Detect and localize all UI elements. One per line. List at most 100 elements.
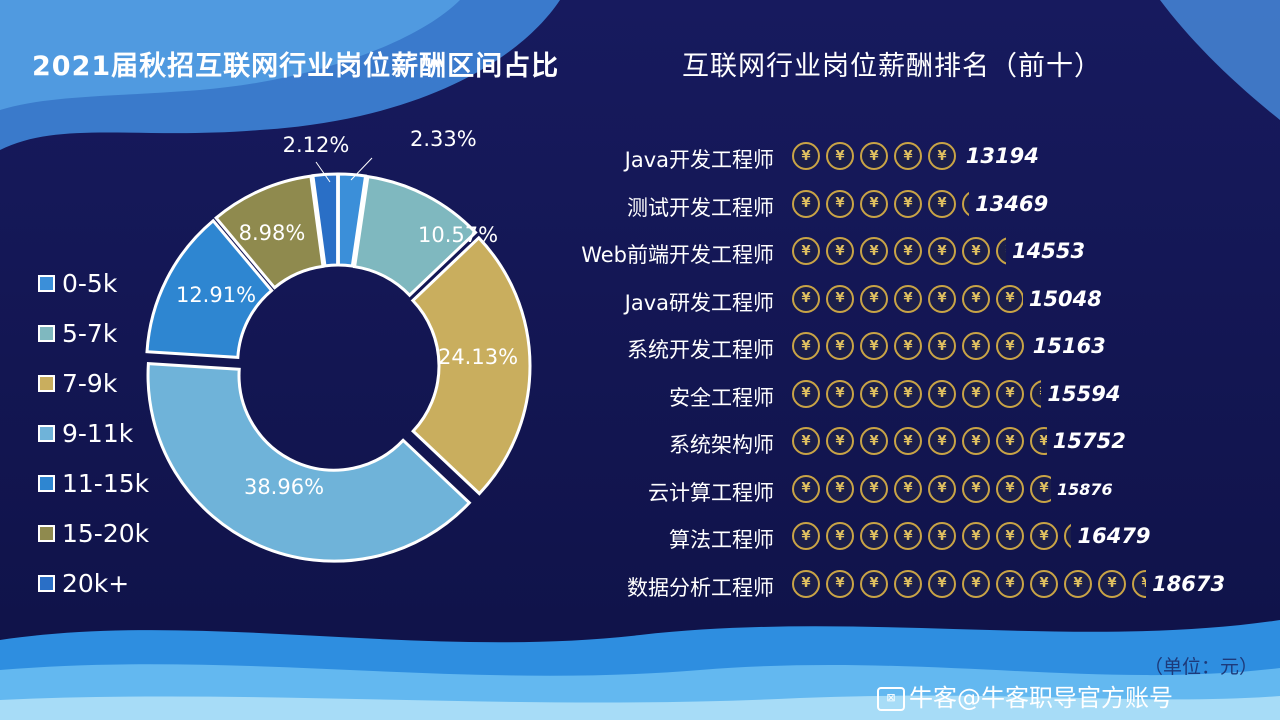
yuan-coin-icon: ¥ [962,189,970,218]
legend-item-15-20k: 15-20k [38,508,149,558]
legend-swatch [38,474,55,492]
yuan-coin-icon: ¥ [1030,569,1058,598]
yuan-coin-icon: ¥ [826,237,854,265]
yuan-coin-icon: ¥ [1098,569,1126,598]
legend-label: 5-7k [62,318,118,348]
yuan-coin-icon: ¥ [928,379,956,408]
job-title-label: 云计算工程师 [648,480,774,505]
donut-slice-11-15k [145,218,274,359]
yuan-coin-icon: ¥ [962,332,990,360]
yuan-coin-icon: ¥ [996,569,1024,598]
yuan-coin-icon: ¥ [928,332,956,360]
job-title-label: Web前端开发工程师 [581,243,774,267]
slice-label-11-15k: 12.91% [176,283,256,307]
legend-swatch [38,574,55,592]
legend-swatch [38,424,55,442]
coin-bar: ¥¥¥¥¥¥¥ [790,282,1023,316]
yuan-coin-icon: ¥ [996,474,1024,503]
yuan-coin-icon: ¥ [860,474,888,503]
job-title-label: 安全工程师 [669,385,774,410]
slice-label-5-7k: 10.57% [418,223,498,247]
donut-slice-20k+ [311,172,340,268]
coin-bar: ¥¥¥¥¥¥¥¥ [790,424,1047,458]
yuan-coin-icon: ¥ [792,284,820,313]
yuan-coin-icon: ¥ [826,522,854,550]
slice-label-7-9k: 24.13% [438,345,518,369]
yuan-coin-icon: ¥ [826,142,854,170]
legend-swatch [38,374,55,392]
leader-line [350,157,373,181]
slice-label-20k+: 2.12% [283,133,350,157]
watermark: ⊠ 牛客@牛客职导官方账号 [877,678,1173,713]
yuan-coin-icon: ¥ [826,427,854,455]
yuan-coin-icon: ¥ [928,427,956,455]
ranking-row: 云计算工程师 ¥ ¥ ¥ ¥ ¥ ¥ ¥ ¥15876 [0,469,1280,509]
legend-swatch [38,324,55,342]
yuan-coin-icon: ¥ [894,474,922,503]
yuan-coin-icon: ¥ [928,189,956,218]
yuan-coin-icon: ¥ [894,284,922,313]
slice-label-0-5k: 2.33% [410,127,477,151]
yuan-coin-icon: ¥ [826,379,854,408]
donut-slice-5-7k [352,174,478,298]
ranking-row: 数据分析工程师 ¥ ¥ ¥ ¥ ¥ ¥ ¥ ¥ ¥ ¥ ¥18673 [0,564,1280,604]
nowcoder-logo-icon: ⊠ [877,687,905,711]
yuan-coin-icon: ¥ [860,142,888,170]
watermark-text: 牛客@牛客职导官方账号 [909,684,1173,712]
yuan-coin-icon: ¥ [928,569,956,598]
yuan-coin-icon: ¥ [962,427,990,455]
ranking-row: 测试开发工程师¥¥¥¥¥¥13469 [0,184,1280,224]
yuan-coin-icon: ¥ [826,474,854,503]
job-title-label: Java研发工程师 [624,290,774,315]
yuan-coin-icon: ¥ [894,379,922,408]
coin-bar: ¥¥¥¥¥¥¥¥¥ [790,519,1072,553]
unit-note: （单位：元） [1144,656,1259,678]
yuan-coin-icon: ¥ [826,284,854,313]
yuan-coin-icon: ¥ [792,237,820,265]
job-title-label: 数据分析工程师 [627,575,774,600]
yuan-coin-icon: ¥ [928,474,956,503]
yuan-coin-icon: ¥ [860,569,888,598]
salary-value-label: 15163 [1032,334,1106,358]
yuan-coin-icon: ¥ [894,569,922,598]
yuan-coin-icon: ¥ [860,284,888,313]
donut-slice-0-5k [336,172,368,268]
legend-label: 0-5k [62,268,118,298]
yuan-coin-icon: ¥ [996,332,1024,360]
coin-bar: ¥¥¥¥¥¥ [790,187,970,221]
left-chart-title: 2021届秋招互联网行业岗位薪酬区间占比 [32,51,560,82]
legend-label: 11-15k [62,468,150,498]
coin-bar: ¥¥¥¥¥¥¥¥ [790,472,1051,506]
yuan-coin-icon: ¥ [894,142,922,170]
yuan-coin-icon: ¥ [792,189,820,218]
yuan-coin-icon: ¥ [894,237,922,265]
yuan-coin-icon: ¥ [996,284,1023,313]
yuan-coin-icon: ¥ [1030,427,1047,455]
yuan-coin-icon: ¥ [860,237,888,265]
legend-item-9-11k: 9-11k [38,408,149,458]
coin-bar: ¥¥¥¥¥¥¥ [790,329,1027,363]
slice-label-15-20k: 8.98% [239,221,306,245]
salary-value-label: 15594 [1047,381,1121,406]
yuan-coin-icon: ¥ [962,569,990,598]
yuan-coin-icon: ¥ [826,569,854,598]
job-title-label: 测试开发工程师 [627,195,774,220]
ranking-row: 算法工程师¥¥¥¥¥¥¥¥¥16479 [0,516,1280,556]
job-title-label: 系统架构师 [669,433,774,457]
legend-swatch [38,274,55,292]
yuan-coin-icon: ¥ [1030,379,1042,408]
yuan-coin-icon: ¥ [962,284,990,313]
donut-slice-7-9k [410,235,532,496]
yuan-coin-icon: ¥ [996,379,1024,408]
right-chart-title: 互联网行业岗位薪酬排名（前十） [682,51,1102,82]
yuan-coin-icon: ¥ [860,522,888,550]
ranking-row: 系统开发工程师 ¥ ¥ ¥ ¥ ¥ ¥ ¥15163 [0,326,1280,366]
yuan-coin-icon: ¥ [792,522,820,550]
yuan-coin-icon: ¥ [1030,474,1051,503]
yuan-coin-icon: ¥ [894,332,922,360]
legend-label: 20k+ [62,568,130,598]
ranking-row: Java研发工程师 ¥ ¥ ¥ ¥ ¥ ¥ ¥15048 [0,279,1280,319]
yuan-coin-icon: ¥ [792,379,820,408]
